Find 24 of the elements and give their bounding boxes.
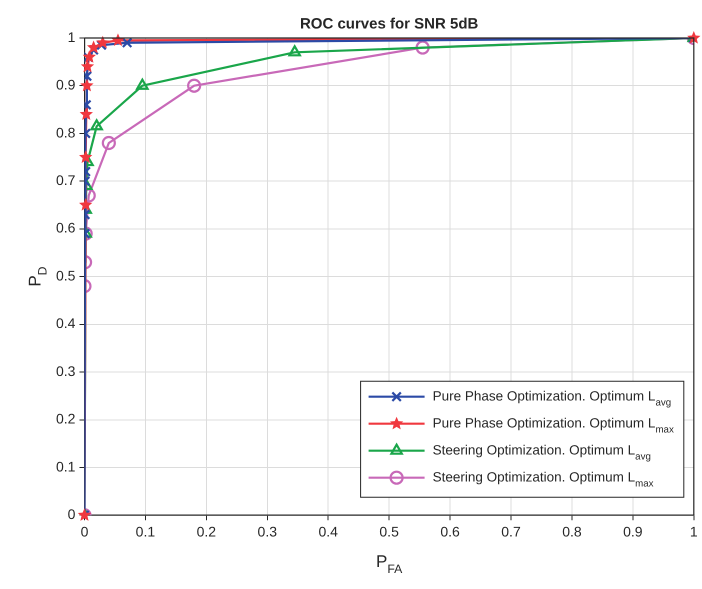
y-axis-title: PD xyxy=(25,266,50,287)
x-tick-label: 0.3 xyxy=(258,523,278,540)
x-tick-label: 0.8 xyxy=(562,523,582,540)
chart-title: ROC curves for SNR 5dB xyxy=(300,16,478,33)
y-tick-label: 0.3 xyxy=(56,362,76,379)
y-tick-label: 1 xyxy=(68,28,76,45)
y-tick-label: 0.5 xyxy=(56,267,76,284)
y-tick-label: 0.9 xyxy=(56,76,76,93)
x-tick-label: 0.4 xyxy=(318,523,338,540)
y-tick-label: 0.2 xyxy=(56,410,76,427)
y-tick-label: 0.1 xyxy=(56,458,76,474)
y-tick-label: 0 xyxy=(68,506,76,522)
x-tick-label: 0.5 xyxy=(379,523,400,540)
y-tick-label: 0.8 xyxy=(56,124,76,140)
y-tick-label: 0.6 xyxy=(56,220,76,236)
x-tick-label: 0.9 xyxy=(623,523,643,540)
x-tick-label: 1 xyxy=(690,523,698,540)
x-tick-label: 0.7 xyxy=(501,523,521,540)
x-tick-label: 0.6 xyxy=(440,523,460,540)
y-tick-label: 0.4 xyxy=(56,315,76,332)
x-tick-label: 0 xyxy=(80,523,89,540)
x-tick-label: 0.1 xyxy=(136,523,156,540)
y-tick-label: 0.7 xyxy=(56,172,76,188)
x-tick-label: 0.2 xyxy=(196,523,216,540)
